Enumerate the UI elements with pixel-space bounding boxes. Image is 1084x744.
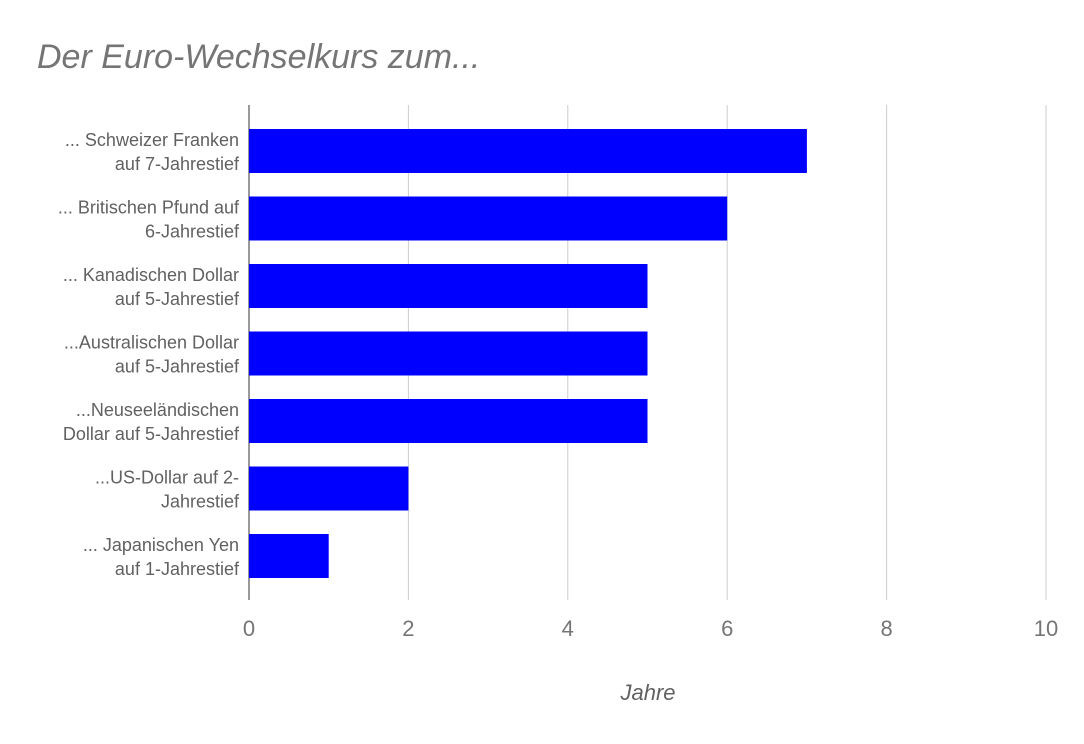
- bar: [249, 196, 728, 241]
- category-label-line: auf 5-Jahrestief: [115, 289, 240, 309]
- category-label-line: Dollar auf 5-Jahrestief: [63, 424, 240, 444]
- bar: [249, 399, 648, 443]
- category-label-line: Jahrestief: [161, 492, 240, 512]
- category-label: ... Britischen Pfund auf 6-Jahrestief: [58, 198, 240, 242]
- category-label-line: auf 5-Jahrestief: [115, 357, 240, 377]
- x-tick-label: 4: [562, 616, 574, 641]
- category-label-line: ... Britischen Pfund auf: [58, 198, 240, 218]
- bar: [249, 331, 648, 376]
- category-label-line: ...Australischen Dollar: [64, 333, 239, 353]
- x-tick-label: 8: [880, 616, 892, 641]
- category-labels: ... Schweizer Franken auf 7-Jahrestief...…: [58, 130, 240, 579]
- x-axis-title: Jahre: [619, 680, 675, 705]
- category-label-line: ...US-Dollar auf 2-: [95, 468, 239, 488]
- category-label: ...Australischen Dollar auf 5-Jahrestief: [64, 333, 240, 377]
- chart-title: Der Euro-Wechselkurs zum...: [37, 38, 481, 76]
- category-label-line: ... Kanadischen Dollar: [63, 265, 239, 285]
- x-tick-label: 0: [243, 616, 255, 641]
- category-label: ...US-Dollar auf 2- Jahrestief: [95, 468, 240, 512]
- bar: [249, 534, 329, 578]
- bar: [249, 466, 409, 511]
- x-tick-label: 10: [1034, 616, 1058, 641]
- category-label: ... Kanadischen Dollar auf 5-Jahrestief: [63, 265, 240, 309]
- category-label-line: 6-Jahrestief: [145, 222, 240, 242]
- category-label-line: ... Schweizer Franken: [65, 130, 239, 150]
- category-label-line: auf 7-Jahrestief: [115, 154, 240, 174]
- category-label-line: ... Japanischen Yen: [83, 535, 239, 555]
- bars: [249, 129, 807, 578]
- category-label: ... Japanischen Yen auf 1-Jahrestief: [83, 535, 240, 579]
- x-tick-labels: 0 2 4 6 8 10: [243, 616, 1058, 641]
- x-tick-label: 2: [402, 616, 414, 641]
- category-label: ... Schweizer Franken auf 7-Jahrestief: [65, 130, 240, 174]
- category-label-line: auf 1-Jahrestief: [115, 559, 240, 579]
- bar: [249, 129, 807, 173]
- category-label-line: ...Neuseeländischen: [76, 400, 239, 420]
- bar: [249, 264, 648, 308]
- x-tick-label: 6: [721, 616, 733, 641]
- category-label: ...Neuseeländischen Dollar auf 5-Jahresti…: [63, 400, 240, 444]
